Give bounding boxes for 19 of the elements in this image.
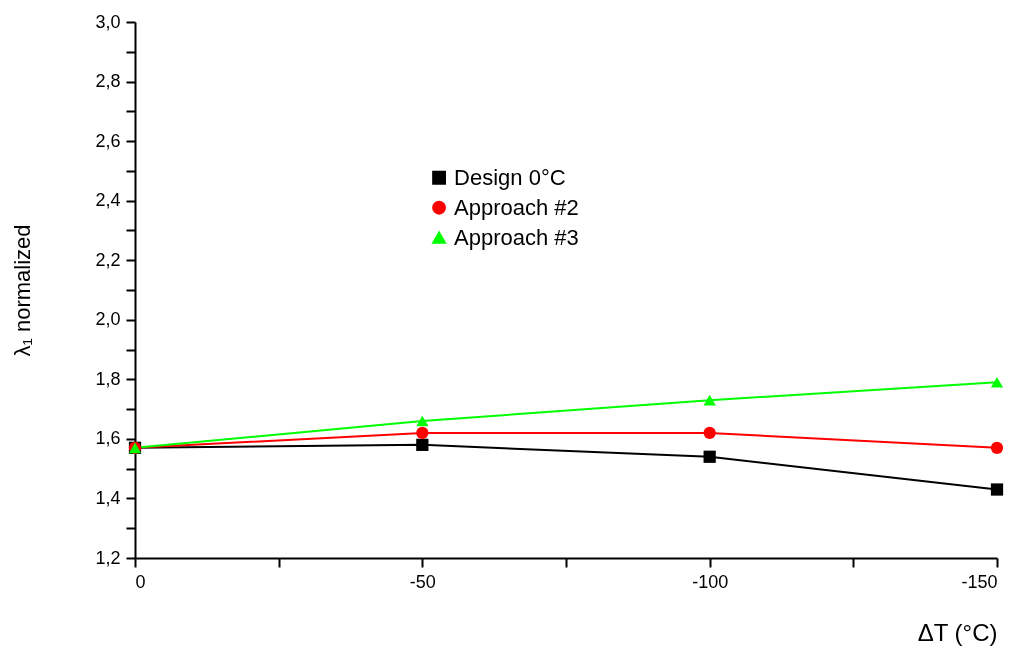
x-tick-label: -50 <box>409 571 436 592</box>
x-axis-title: ΔT (°C) <box>917 618 998 646</box>
y-tick-label: 2,8 <box>95 71 121 92</box>
y-tick-label: 2,2 <box>95 249 121 270</box>
x-tick-label: -100 <box>692 571 729 592</box>
x-tick-label: 0 <box>135 571 146 592</box>
y-tick-label: 1,4 <box>95 487 121 508</box>
y-tick-label: 1,6 <box>95 428 121 449</box>
y-tick-label: 3,0 <box>95 11 121 32</box>
legend-label: Design 0°C <box>454 164 566 190</box>
y-tick-label: 2,0 <box>95 309 121 330</box>
x-tick-label: -150 <box>961 571 998 592</box>
y-tick-label: 1,2 <box>95 547 121 568</box>
y-tick-label: 2,6 <box>95 130 121 151</box>
y-tick-label: 2,4 <box>95 190 121 211</box>
y-tick-label: 1,8 <box>95 368 121 389</box>
y-axis-title: λ₁ normalized <box>10 224 36 357</box>
legend-label: Approach #3 <box>454 224 579 250</box>
legend-label: Approach #2 <box>454 194 579 220</box>
